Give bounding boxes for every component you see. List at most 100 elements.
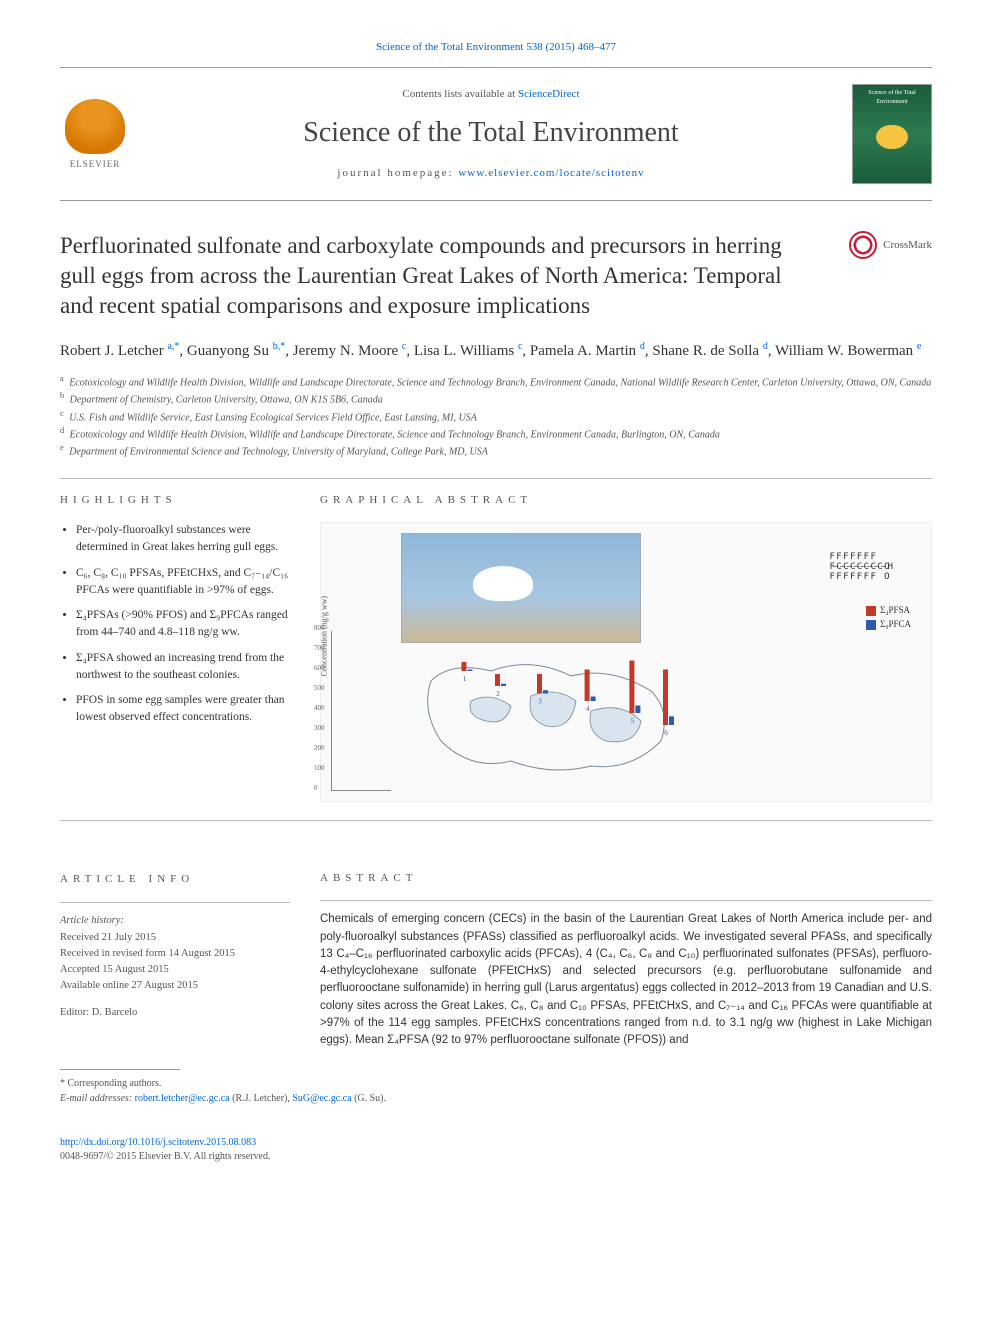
affiliation: c U.S. Fish and Wildlife Service, East L… (60, 408, 932, 425)
highlight-item: PFOS in some egg samples were greater th… (76, 692, 290, 727)
history-online: Available online 27 August 2015 (60, 978, 290, 994)
crossmark-badge[interactable]: CrossMark (849, 231, 932, 259)
map-bar-pfsa (461, 662, 466, 671)
author-affil-link[interactable]: e (917, 341, 921, 352)
ga-legend: Σ₄PFSAΣ₉PFCA (866, 603, 911, 632)
y-tick: 100 (314, 764, 325, 774)
map-site-label: 5 (631, 717, 635, 725)
affiliation-list: a Ecotoxicology and Wildlife Health Divi… (60, 373, 932, 460)
map-bar-pfca (635, 706, 640, 714)
publisher-logo: ELSEVIER (60, 94, 130, 174)
ga-molecule-structure: F F F F F F F F–C–C–C–C–C–C–C–OH F F F F… (829, 553, 891, 583)
highlight-item: C₆, C₈, C₁₀ PFSAs, PFEtCHxS, and C₇₋₁₄/C… (76, 565, 290, 600)
journal-cover-thumb: Science of the Total Environment (852, 84, 932, 184)
y-tick: 300 (314, 724, 325, 734)
author: , Guanyong Su (179, 343, 272, 359)
author: Robert J. Letcher (60, 343, 167, 359)
author: , Lisa L. Williams (406, 343, 518, 359)
map-site-label: 3 (538, 698, 542, 706)
corresponding-label: * Corresponding authors. (60, 1076, 932, 1091)
map-bar-pfsa (663, 670, 668, 726)
homepage-line: journal homepage: www.elsevier.com/locat… (150, 166, 832, 181)
map-site-label: 1 (463, 675, 467, 683)
cover-label: Science of the Total Environment (853, 89, 931, 106)
legend-swatch (866, 620, 876, 630)
abstract-label: ABSTRACT (320, 871, 932, 886)
author: , William W. Bowerman (768, 343, 917, 359)
publisher-name: ELSEVIER (70, 158, 121, 171)
homepage-link[interactable]: www.elsevier.com/locate/scitotenv (458, 167, 644, 179)
abstract-section: ABSTRACT Chemicals of emerging concern (… (320, 871, 932, 1049)
highlight-item: Σ₄PFSAs (>90% PFOS) and Σ₉PFCAs ranged f… (76, 607, 290, 642)
history-revised: Received in revised form 14 August 2015 (60, 946, 290, 962)
author-list: Robert J. Letcher a,*, Guanyong Su b,*, … (60, 339, 932, 363)
history-header: Article history: (60, 913, 290, 929)
map-bar-pfca (467, 670, 472, 672)
contents-prefix: Contents lists available at (402, 88, 517, 100)
email-link[interactable]: robert.letcher@ec.gc.ca (135, 1093, 230, 1104)
rule-info (60, 902, 290, 903)
author: , Shane R. de Solla (645, 343, 763, 359)
history-accepted: Accepted 15 August 2015 (60, 962, 290, 978)
y-tick: 800 (314, 624, 325, 634)
author: , Jeremy N. Moore (285, 343, 402, 359)
copyright-line: 0048-9697/© 2015 Elsevier B.V. All right… (60, 1151, 270, 1162)
y-tick: 700 (314, 644, 325, 654)
y-tick: 600 (314, 664, 325, 674)
map-bar-pfca (591, 697, 596, 702)
map-bar-pfca (501, 684, 506, 686)
doi-block: http://dx.doi.org/10.1016/j.scitotenv.20… (60, 1136, 932, 1164)
legend-swatch (866, 606, 876, 616)
map-bar-pfsa (537, 674, 542, 694)
contents-line: Contents lists available at ScienceDirec… (150, 87, 832, 102)
highlights-list: Per-/poly-fluoroalkyl substances were de… (60, 522, 290, 727)
header-citation: Science of the Total Environment 538 (20… (60, 40, 932, 55)
author: , Pamela A. Martin (522, 343, 639, 359)
legend-item: Σ₄PFSA (866, 603, 911, 617)
article-info-label: ARTICLE INFO (60, 871, 290, 888)
email-link[interactable]: SuG@ec.gc.ca (292, 1093, 351, 1104)
map-bar-pfsa (495, 674, 500, 686)
homepage-prefix: journal homepage: (337, 167, 458, 179)
journal-name: Science of the Total Environment (150, 113, 832, 152)
highlights-section: HIGHLIGHTS Per-/poly-fluoroalkyl substan… (60, 493, 290, 802)
author-affil-link[interactable]: b,* (273, 341, 286, 352)
map-bar-pfca (669, 716, 674, 725)
history-received: Received 21 July 2015 (60, 930, 290, 946)
affiliation: e Department of Environmental Science an… (60, 442, 932, 459)
masthead: ELSEVIER Contents lists available at Sci… (60, 74, 932, 194)
graphical-abstract-figure: F F F F F F F F–C–C–C–C–C–C–C–OH F F F F… (320, 522, 932, 802)
y-tick: 200 (314, 744, 325, 754)
map-site-label: 6 (664, 729, 668, 737)
doi-link[interactable]: http://dx.doi.org/10.1016/j.scitotenv.20… (60, 1137, 256, 1148)
elsevier-tree-icon (65, 99, 125, 154)
map-site-label: 2 (496, 690, 500, 698)
rule-top (60, 67, 932, 68)
author-affil-link[interactable]: a,* (167, 341, 179, 352)
email-line: E-mail addresses: robert.letcher@ec.gc.c… (60, 1091, 932, 1106)
y-tick: 0 (314, 784, 318, 794)
rule-masthead-bottom (60, 200, 932, 201)
crossmark-label: CrossMark (883, 238, 932, 253)
editor-line: Editor: D. Barcelo (60, 1005, 290, 1021)
abstract-text: Chemicals of emerging concern (CECs) in … (320, 911, 932, 1049)
map-site-label: 4 (586, 705, 590, 713)
rule-mid (60, 820, 932, 821)
footnote-rule (60, 1069, 180, 1070)
ga-photo-gull (401, 533, 641, 643)
rule-below-affil (60, 478, 932, 479)
affiliation: b Department of Chemistry, Carleton Univ… (60, 390, 932, 407)
crossmark-icon (849, 231, 877, 259)
y-tick: 400 (314, 704, 325, 714)
sciencedirect-link[interactable]: ScienceDirect (518, 88, 580, 100)
affiliation: d Ecotoxicology and Wildlife Health Divi… (60, 425, 932, 442)
article-title: Perfluorinated sulfonate and carboxylate… (60, 231, 820, 321)
map-bar-pfsa (629, 661, 634, 714)
email-label: E-mail addresses: (60, 1093, 135, 1104)
footnotes: * Corresponding authors. E-mail addresse… (60, 1076, 932, 1106)
graphical-abstract-section: GRAPHICAL ABSTRACT F F F F F F F F–C–C–C… (320, 493, 932, 802)
ga-y-axis-chart: Concentration (ng/g ww) 0100200300400500… (331, 631, 391, 791)
rule-abstract (320, 900, 932, 901)
legend-item: Σ₉PFCA (866, 617, 911, 631)
map-bar-pfsa (585, 670, 590, 702)
